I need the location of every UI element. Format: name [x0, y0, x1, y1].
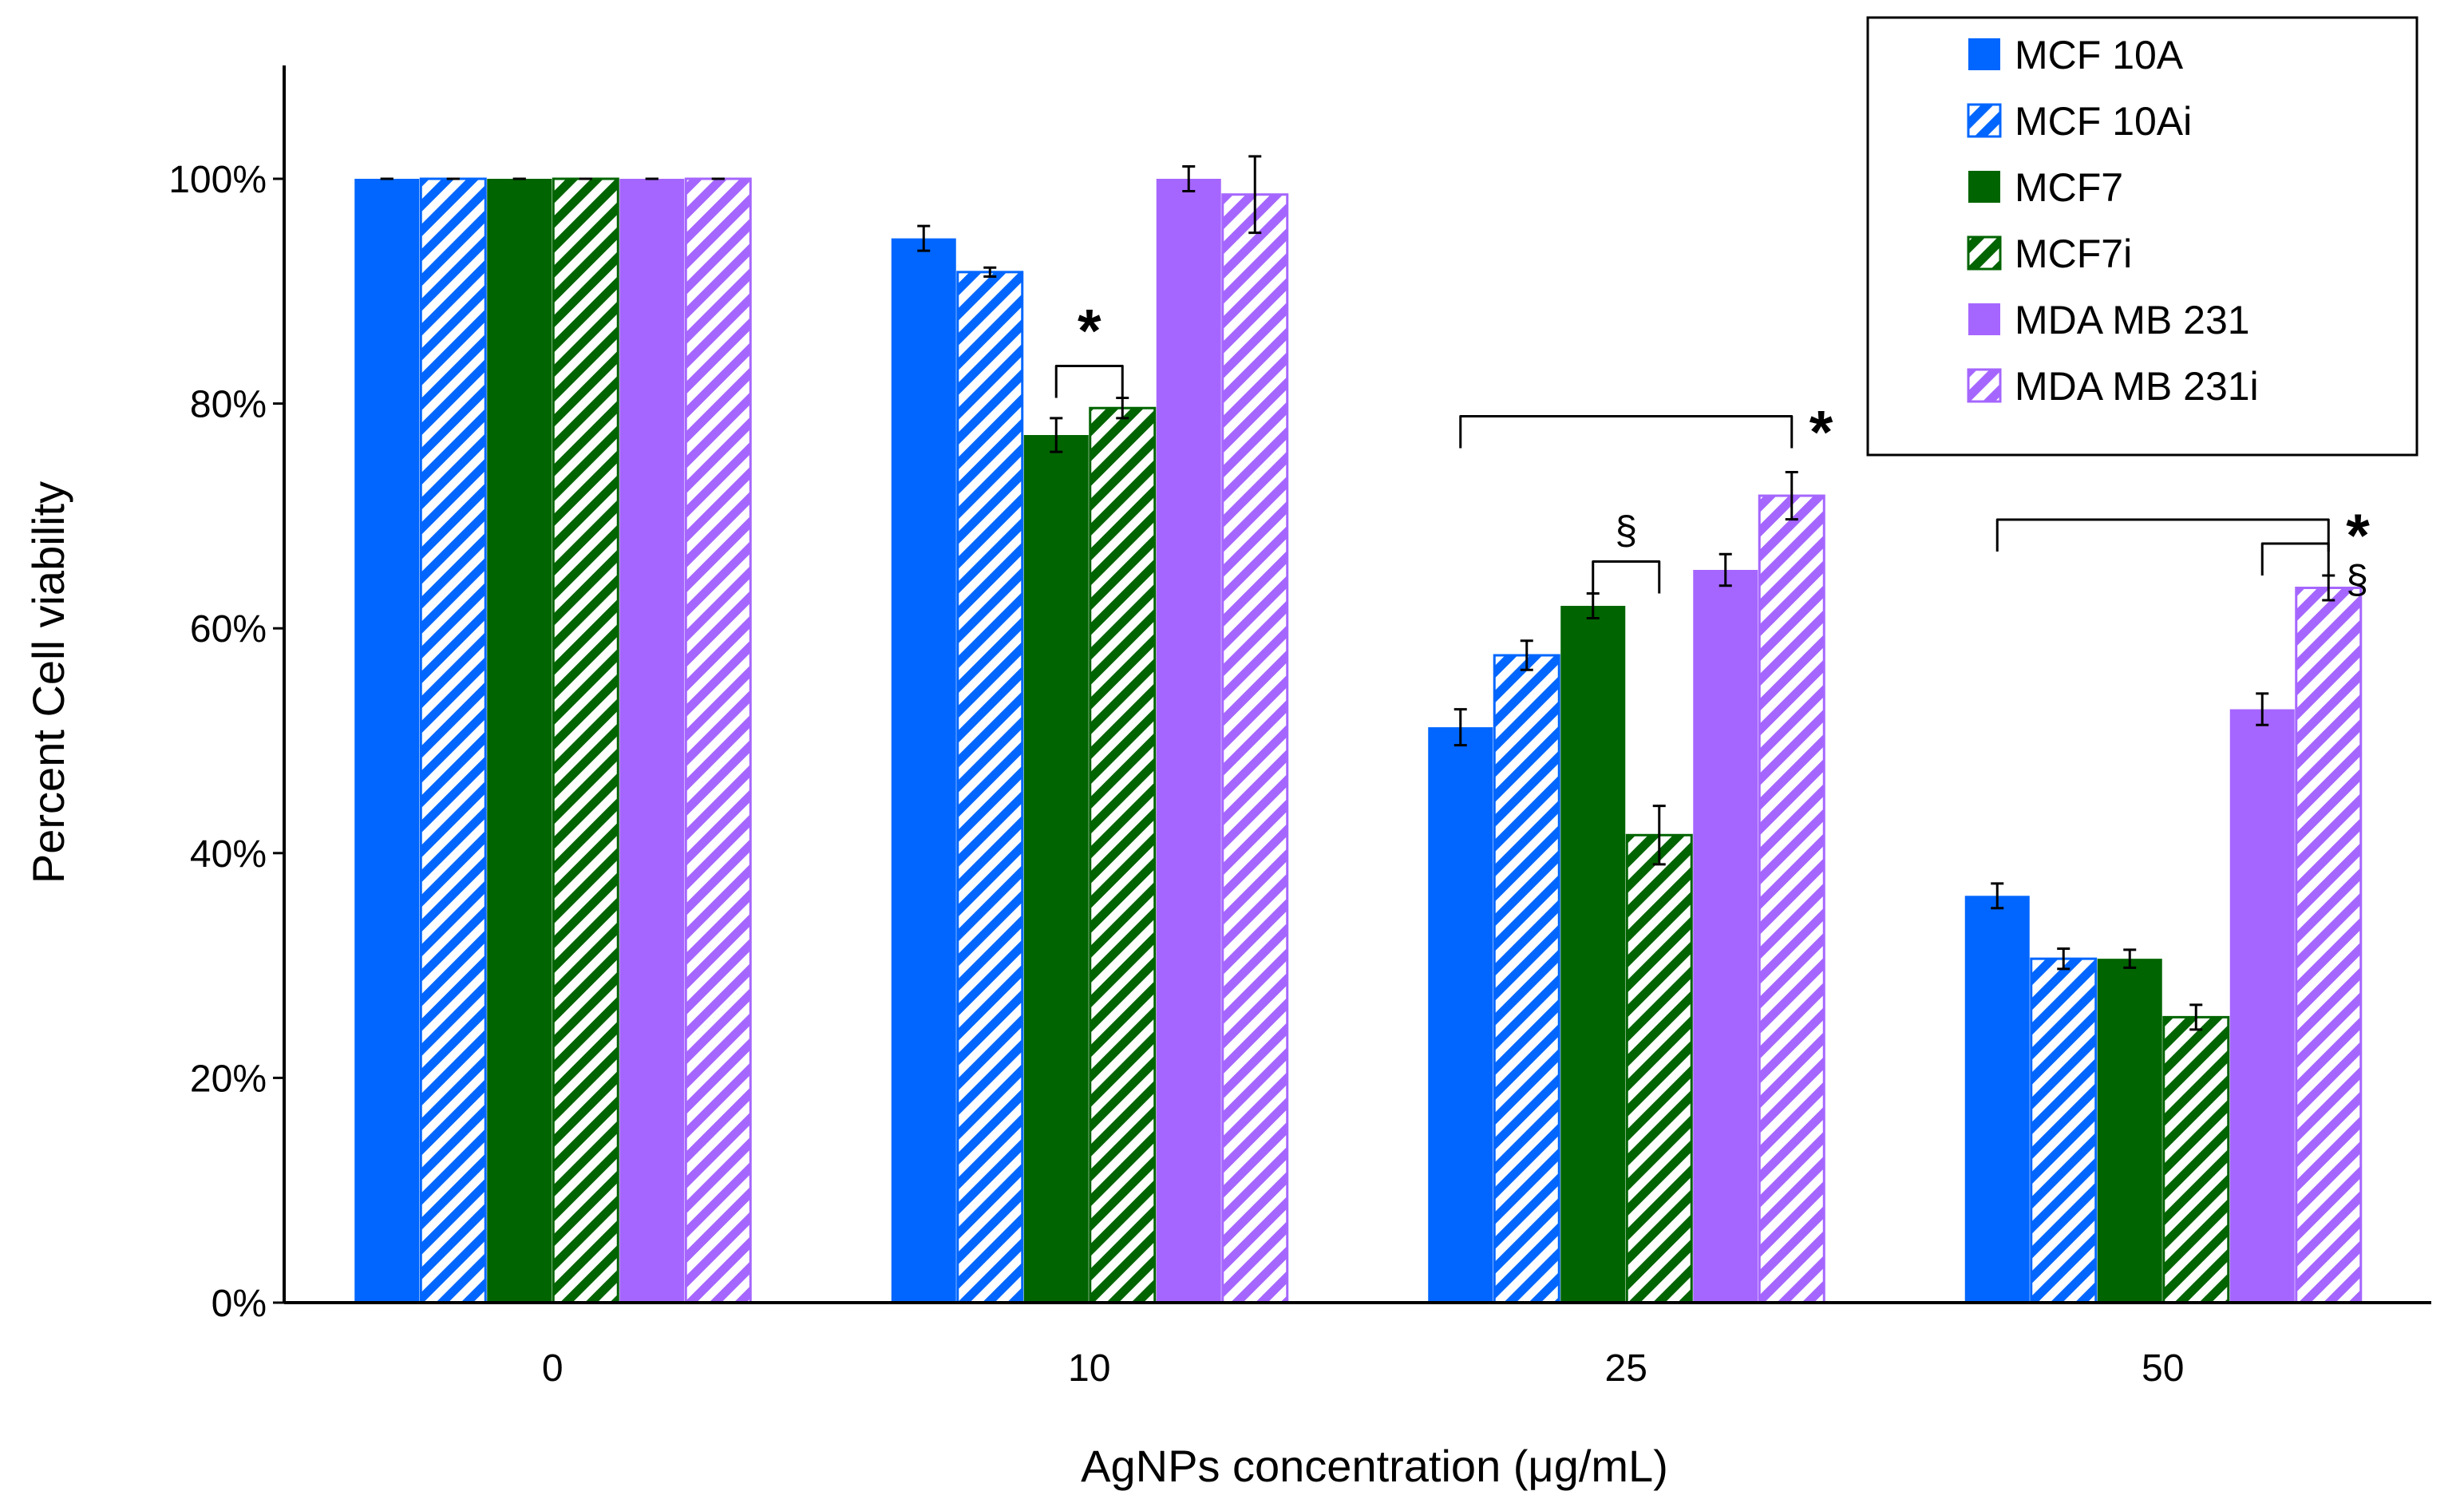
legend-item: MCF 10Ai — [1967, 99, 2192, 144]
bar-mda-mb-231-0 — [619, 179, 685, 1303]
x-tick-label: 50 — [2142, 1347, 2184, 1390]
error-bar — [1652, 805, 1666, 866]
legend-label: MCF 10A — [2015, 33, 2184, 77]
error-bar — [1785, 470, 1798, 521]
legend-label: MCF7i — [2015, 231, 2132, 276]
x-axis-title: AgNPs concentration (μg/mL) — [1081, 1441, 1668, 1491]
significance-bracket: § — [1592, 508, 1661, 594]
bar-mcf-10a-0 — [354, 179, 420, 1303]
error-bar — [1050, 417, 1063, 453]
significance-annotations: *§**§ — [1054, 298, 2370, 602]
bar-mda-mb-231i-0 — [684, 177, 752, 1304]
bar-mcf7-50 — [2097, 959, 2162, 1303]
x-tick-label: 0 — [542, 1347, 564, 1390]
significance-bracket: * — [1054, 298, 1124, 398]
legend-swatch — [1967, 103, 2002, 138]
bar-mcf-10a-25 — [1428, 727, 1493, 1303]
bar-mcf7i-25 — [1625, 833, 1693, 1304]
error-bar — [1718, 552, 1732, 587]
error-bars-layer — [380, 155, 2335, 1031]
legend-swatch — [1967, 368, 2002, 403]
legend-box — [1866, 16, 2419, 457]
significance-bracket: * — [1995, 502, 2370, 570]
bar-mcf7i-10 — [1089, 406, 1157, 1304]
significance-section-mark: § — [2346, 557, 2368, 602]
y-tick-label: 0% — [212, 1283, 267, 1325]
legend-label: MDA MB 231 — [2015, 298, 2250, 342]
axes-layer — [283, 65, 2431, 1304]
error-bar — [1991, 882, 2004, 910]
legend-label: MCF 10Ai — [2015, 99, 2192, 144]
bar-mcf7i-0 — [552, 177, 619, 1304]
bar-mcf-10a-10 — [891, 238, 956, 1303]
bar-mcf7i-50 — [2162, 1015, 2230, 1304]
bar-mcf7-10 — [1023, 435, 1089, 1303]
legend-label: MCF7 — [2015, 165, 2123, 210]
legend-item: MCF7i — [1967, 231, 2132, 276]
legend-item: MDA MB 231i — [1967, 364, 2259, 409]
y-tick-label: 100% — [168, 159, 267, 201]
legend-swatch — [1968, 303, 2000, 335]
error-bar — [1182, 165, 1196, 192]
error-bar — [2256, 692, 2269, 726]
error-bar — [1520, 639, 1533, 671]
bar-mcf-10ai-10 — [956, 271, 1024, 1304]
error-bar — [2123, 948, 2137, 969]
bar-mda-mb-231i-50 — [2295, 587, 2363, 1304]
bars-layer — [354, 177, 2363, 1304]
legend-item: MCF 10A — [1968, 33, 2184, 77]
significance-bracket: § — [2260, 542, 2368, 602]
x-tick-labels: 0 10 25 50 — [542, 1347, 2185, 1390]
legend: MCF 10A MCF 10Ai MCF7 MCF7i MDA MB 231 MDA MB… — [1866, 16, 2419, 457]
significance-section-mark: § — [1615, 508, 1637, 553]
bar-mda-mb-231-25 — [1693, 569, 1758, 1303]
legend-swatch — [1968, 171, 2000, 203]
bar-mcf-10ai-50 — [2030, 957, 2098, 1304]
x-tick-label: 10 — [1068, 1347, 1110, 1390]
error-bar — [2189, 1003, 2203, 1031]
bar-mda-mb-231-10 — [1156, 179, 1221, 1303]
y-tick-labels: 0% 20% 40% 60% 80% 100% — [168, 159, 284, 1325]
legend-label: MDA MB 231i — [2015, 364, 2259, 409]
legend-swatch — [1968, 38, 2000, 70]
error-bar — [2057, 947, 2070, 971]
significance-star: * — [1809, 398, 1833, 466]
bar-mcf7-25 — [1560, 606, 1626, 1303]
bar-mda-mb-231-50 — [2229, 709, 2295, 1303]
significance-star: * — [1078, 298, 1101, 366]
legend-item: MCF7 — [1968, 165, 2123, 210]
bar-mcf-10ai-0 — [419, 177, 487, 1304]
bar-mda-mb-231i-10 — [1221, 193, 1289, 1304]
legend-swatch — [1967, 235, 2002, 271]
legend-item: MDA MB 231 — [1968, 298, 2250, 342]
error-bar — [1248, 155, 1262, 235]
y-tick-label: 80% — [190, 384, 267, 426]
error-bar — [917, 224, 931, 252]
error-bar — [983, 266, 997, 278]
significance-bracket: * — [1459, 398, 1833, 466]
bar-mda-mb-231i-25 — [1758, 494, 1825, 1304]
significance-star: * — [2346, 502, 2370, 570]
bar-mcf7-0 — [487, 179, 552, 1303]
y-tick-label: 40% — [190, 833, 267, 876]
y-tick-label: 60% — [190, 608, 267, 651]
x-tick-label: 25 — [1605, 1347, 1647, 1390]
y-tick-label: 20% — [190, 1058, 267, 1100]
y-axis-title: Percent Cell viability — [23, 481, 73, 884]
bar-mcf-10ai-25 — [1493, 654, 1560, 1304]
bar-mcf-10a-50 — [1964, 896, 2030, 1303]
error-bar — [1453, 708, 1467, 747]
